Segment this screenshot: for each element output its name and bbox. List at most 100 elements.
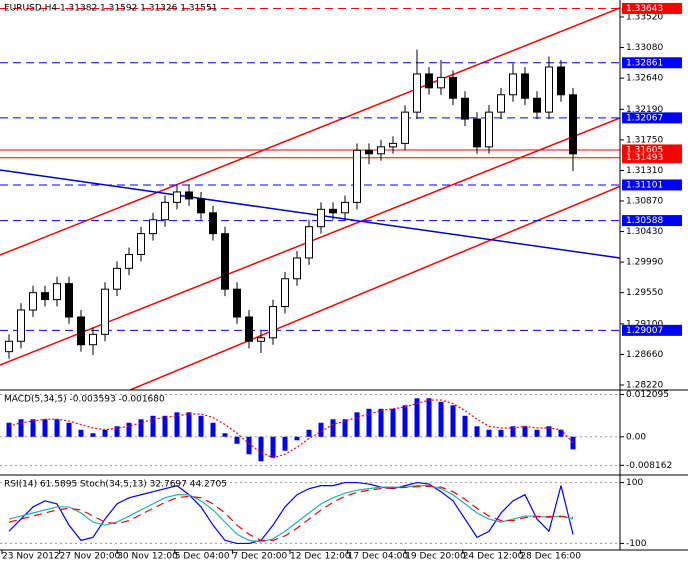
y-tick-label: 1.28660 bbox=[626, 350, 663, 360]
histogram-bar bbox=[522, 426, 528, 437]
candle-body bbox=[509, 73, 517, 96]
candle-body bbox=[557, 66, 565, 96]
histogram-bar bbox=[234, 436, 240, 444]
candle-body bbox=[365, 149, 373, 155]
histogram-bar bbox=[294, 436, 300, 441]
level-label: 1.32861 bbox=[626, 58, 663, 68]
candle-body bbox=[221, 233, 229, 290]
candle-body bbox=[209, 212, 217, 235]
y-tick-label: 0.012095 bbox=[626, 390, 669, 400]
candle-body bbox=[113, 267, 121, 290]
candle-body bbox=[17, 309, 25, 342]
histogram-bar bbox=[198, 415, 204, 437]
candle-body bbox=[281, 278, 289, 308]
histogram-bar bbox=[486, 429, 492, 437]
histogram-bar bbox=[390, 408, 396, 437]
y-tick-label: 1.29550 bbox=[626, 288, 663, 298]
indicator-line bbox=[8, 485, 574, 543]
candle-body bbox=[29, 292, 37, 311]
histogram-bar bbox=[150, 415, 156, 437]
histogram-bar bbox=[546, 426, 552, 437]
candle-body bbox=[53, 283, 61, 301]
y-tick-label: 1.30870 bbox=[626, 197, 663, 207]
candle-body bbox=[305, 226, 313, 259]
level-label-box bbox=[622, 112, 682, 124]
histogram-bar bbox=[246, 436, 252, 455]
histogram-bar bbox=[42, 419, 48, 437]
candle-body bbox=[353, 149, 361, 203]
candle-body bbox=[533, 97, 541, 113]
histogram-bar bbox=[438, 401, 444, 437]
histogram-bar bbox=[318, 422, 324, 437]
candle-body bbox=[137, 233, 145, 255]
candle-body bbox=[269, 306, 277, 339]
histogram-bar bbox=[78, 429, 84, 437]
histogram-bar bbox=[450, 405, 456, 437]
y-tick-label: 100 bbox=[626, 478, 643, 488]
candle-body bbox=[41, 292, 49, 301]
trend-line bbox=[0, 169, 620, 259]
macd-title: MACD(5,34,5) -0.003593 -0.001680 bbox=[4, 395, 165, 405]
histogram-bar bbox=[366, 408, 372, 437]
x-tick-label: 23 Nov 2012 bbox=[2, 552, 60, 561]
histogram-bar bbox=[162, 415, 168, 437]
level-label-box bbox=[622, 152, 682, 164]
y-tick-label: 1.33520 bbox=[626, 13, 663, 23]
candle-body bbox=[485, 111, 493, 148]
candle-body bbox=[317, 208, 325, 228]
candle-body bbox=[401, 111, 409, 144]
indicator-line bbox=[8, 485, 574, 541]
level-label-box bbox=[622, 2, 682, 14]
candle-body bbox=[89, 333, 97, 346]
candle-body bbox=[293, 257, 301, 280]
histogram-bar bbox=[18, 419, 24, 437]
histogram-bar bbox=[282, 436, 288, 451]
histogram-bar bbox=[510, 426, 516, 437]
candle-body bbox=[521, 73, 529, 99]
candle-body bbox=[197, 198, 205, 214]
y-tick-label: -100 bbox=[626, 539, 647, 549]
histogram-bar bbox=[558, 429, 564, 437]
candle-body bbox=[341, 201, 349, 214]
level-label-box bbox=[622, 57, 682, 69]
y-tick-label: 1.29100 bbox=[626, 319, 663, 329]
x-tick-label: 30 Nov 12:00 bbox=[117, 552, 178, 561]
candle-body bbox=[377, 146, 385, 155]
histogram-bar bbox=[102, 429, 108, 437]
candle-body bbox=[125, 253, 133, 269]
x-tick-label: 12 Dec 12:00 bbox=[290, 552, 351, 561]
channel-line bbox=[0, 7, 620, 256]
y-tick-label: 1.32190 bbox=[626, 105, 663, 115]
histogram-bar bbox=[402, 405, 408, 437]
candle-body bbox=[389, 142, 397, 148]
y-tick-label: 1.33080 bbox=[626, 43, 663, 53]
histogram-bar bbox=[258, 436, 264, 462]
histogram-bar bbox=[306, 429, 312, 437]
level-label-box bbox=[622, 215, 682, 227]
level-label: 1.31493 bbox=[626, 153, 663, 163]
indicator-line bbox=[8, 399, 574, 459]
histogram-bar bbox=[414, 398, 420, 437]
histogram-bar bbox=[114, 426, 120, 437]
histogram-bar bbox=[534, 429, 540, 437]
x-tick-label: 17 Dec 04:00 bbox=[348, 552, 409, 561]
candle-body bbox=[173, 191, 181, 203]
candle-body bbox=[149, 219, 157, 235]
x-tick-label: 27 Nov 20:00 bbox=[60, 552, 121, 561]
level-label: 1.31605 bbox=[626, 145, 663, 155]
x-tick-label: 28 Dec 16:00 bbox=[520, 552, 581, 561]
histogram-bar bbox=[474, 426, 480, 437]
histogram-bar bbox=[342, 419, 348, 437]
candle-body bbox=[449, 76, 457, 99]
y-tick-label: -0.008162 bbox=[626, 461, 672, 471]
histogram-bar bbox=[186, 412, 192, 437]
candle-body bbox=[473, 118, 481, 148]
histogram-bar bbox=[222, 433, 228, 437]
histogram-bar bbox=[90, 433, 96, 437]
histogram-bar bbox=[426, 398, 432, 437]
level-label-box bbox=[622, 179, 682, 191]
candle-body bbox=[245, 316, 253, 342]
candle-body bbox=[545, 66, 553, 113]
